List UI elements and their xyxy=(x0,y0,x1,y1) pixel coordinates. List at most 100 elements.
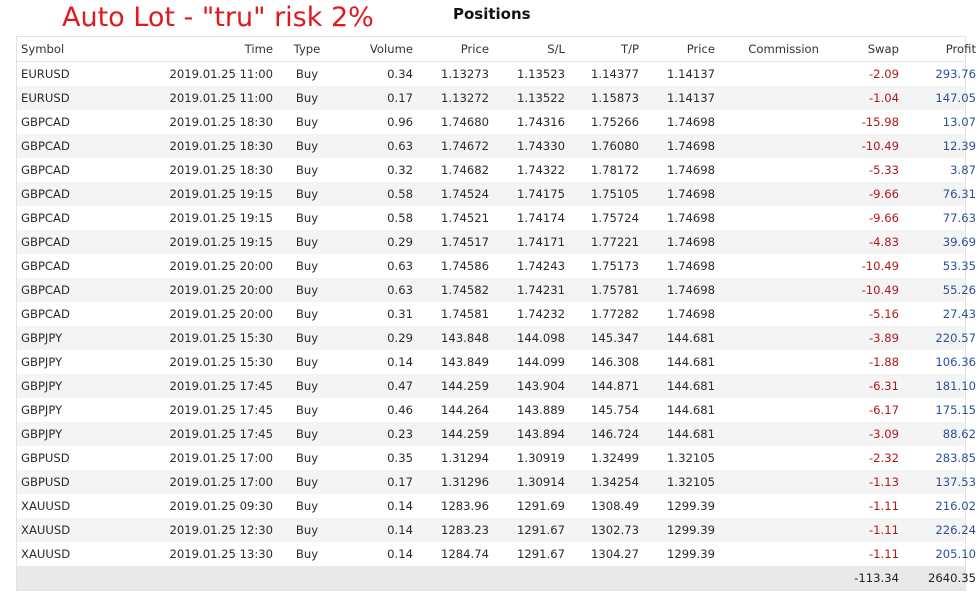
current-price-cell: 1.74698 xyxy=(667,139,715,153)
table-row[interactable]: XAUUSD 2019.01.25 12:30 Buy 0.14 1283.23 1291… xyxy=(17,518,976,542)
commission-cell xyxy=(721,230,825,254)
time-cell: 2019.01.25 17:45 xyxy=(169,427,273,441)
swap-cell: -9.66 xyxy=(869,187,899,201)
table-row[interactable]: GBPCAD 2019.01.25 20:00 Buy 0.63 1.74586 1.74… xyxy=(17,254,976,278)
type-cell: Buy xyxy=(295,307,319,321)
tp-cell: 146.724 xyxy=(591,427,639,441)
current-price-cell: 1.74698 xyxy=(667,115,715,129)
sl-cell: 1291.69 xyxy=(517,499,565,513)
panel-title: Positions xyxy=(453,5,531,23)
type-cell: Buy xyxy=(295,379,319,393)
current-price-cell: 1.74698 xyxy=(667,307,715,321)
table-row[interactable]: GBPJPY 2019.01.25 15:30 Buy 0.14 143.849 144.… xyxy=(17,350,976,374)
col-header-time[interactable]: Time xyxy=(244,42,273,56)
table-row[interactable]: GBPCAD 2019.01.25 18:30 Buy 0.63 1.74672 1.74… xyxy=(17,134,976,158)
symbol-cell: GBPCAD xyxy=(21,139,70,153)
table-row[interactable]: GBPJPY 2019.01.25 17:45 Buy 0.47 144.259 143.… xyxy=(17,374,976,398)
commission-cell xyxy=(721,86,825,110)
tp-cell: 1.78172 xyxy=(591,163,639,177)
col-header-cur-price[interactable]: Price xyxy=(686,42,715,56)
col-header-price[interactable]: Price xyxy=(460,42,489,56)
time-cell: 2019.01.25 09:30 xyxy=(169,499,273,513)
table-row[interactable]: GBPUSD 2019.01.25 17:00 Buy 0.17 1.31296 1.30… xyxy=(17,470,976,494)
col-header-volume[interactable]: Volume xyxy=(369,42,413,56)
swap-cell: -10.49 xyxy=(861,259,899,273)
symbol-cell: EURUSD xyxy=(21,91,70,105)
symbol-cell: GBPCAD xyxy=(21,115,70,129)
volume-cell: 0.96 xyxy=(387,115,413,129)
profit-cell: 55.26 xyxy=(942,283,976,297)
current-price-cell: 1.74698 xyxy=(667,163,715,177)
table-row[interactable]: GBPJPY 2019.01.25 17:45 Buy 0.23 144.259 143.… xyxy=(17,422,976,446)
sl-cell: 1.74243 xyxy=(517,259,565,273)
table-row[interactable]: GBPCAD 2019.01.25 18:30 Buy 0.96 1.74680 1.74… xyxy=(17,110,976,134)
time-cell: 2019.01.25 19:15 xyxy=(169,187,273,201)
table-row[interactable]: GBPCAD 2019.01.25 18:30 Buy 0.32 1.74682 1.74… xyxy=(17,158,976,182)
table-row[interactable]: GBPCAD 2019.01.25 20:00 Buy 0.31 1.74581 1.74… xyxy=(17,302,976,326)
col-header-swap[interactable]: Swap xyxy=(867,42,899,56)
tp-cell: 1.75724 xyxy=(591,211,639,225)
col-header-profit[interactable]: Profit xyxy=(945,42,976,56)
type-cell: Buy xyxy=(295,283,319,297)
type-cell: Buy xyxy=(295,235,319,249)
symbol-cell: GBPUSD xyxy=(21,475,70,489)
open-price-cell: 1284.74 xyxy=(441,547,489,561)
profit-cell: 76.31 xyxy=(942,187,976,201)
table-row[interactable]: GBPJPY 2019.01.25 17:45 Buy 0.46 144.264 143.… xyxy=(17,398,976,422)
open-price-cell: 143.849 xyxy=(441,355,489,369)
swap-cell: -1.11 xyxy=(869,523,899,537)
profit-cell: 77.63 xyxy=(942,211,976,225)
table-row[interactable]: GBPUSD 2019.01.25 17:00 Buy 0.35 1.31294 1.30… xyxy=(17,446,976,470)
table-row[interactable]: GBPCAD 2019.01.25 19:15 Buy 0.29 1.74517 1.74… xyxy=(17,230,976,254)
swap-cell: -6.31 xyxy=(869,379,899,393)
volume-cell: 0.29 xyxy=(387,235,413,249)
symbol-cell: GBPJPY xyxy=(21,427,63,441)
swap-cell: -5.16 xyxy=(869,307,899,321)
open-price-cell: 144.259 xyxy=(441,379,489,393)
commission-cell xyxy=(721,182,825,206)
symbol-cell: EURUSD xyxy=(21,67,70,81)
table-row[interactable]: GBPCAD 2019.01.25 20:00 Buy 0.63 1.74582 1.74… xyxy=(17,278,976,302)
tp-cell: 1302.73 xyxy=(591,523,639,537)
table-row[interactable]: GBPCAD 2019.01.25 19:15 Buy 0.58 1.74524 1.74… xyxy=(17,182,976,206)
open-price-cell: 1.74682 xyxy=(441,163,489,177)
col-header-sl[interactable]: S/L xyxy=(547,42,565,56)
profit-cell: 216.02 xyxy=(935,499,976,513)
symbol-cell: XAUUSD xyxy=(21,547,71,561)
col-header-type[interactable]: Type xyxy=(293,42,321,56)
open-price-cell: 1.31296 xyxy=(441,475,489,489)
col-header-tp[interactable]: T/P xyxy=(621,42,639,56)
open-price-cell: 1.74517 xyxy=(441,235,489,249)
symbol-cell: GBPJPY xyxy=(21,331,63,345)
table-row[interactable]: XAUUSD 2019.01.25 13:30 Buy 0.14 1284.74 1291… xyxy=(17,542,976,566)
col-header-symbol[interactable]: Symbol xyxy=(21,42,65,56)
commission-cell xyxy=(721,158,825,182)
profit-cell: 13.07 xyxy=(942,115,976,129)
volume-cell: 0.47 xyxy=(387,379,413,393)
table-row[interactable]: EURUSD 2019.01.25 11:00 Buy 0.34 1.13273 1.13… xyxy=(17,62,976,86)
tp-cell: 1.77282 xyxy=(591,307,639,321)
swap-cell: -1.13 xyxy=(869,475,899,489)
tp-cell: 1.77221 xyxy=(591,235,639,249)
open-price-cell: 1.74521 xyxy=(441,211,489,225)
sl-cell: 144.098 xyxy=(517,331,565,345)
table-row[interactable]: GBPJPY 2019.01.25 15:30 Buy 0.29 143.848 144.… xyxy=(17,326,976,350)
table-row[interactable]: XAUUSD 2019.01.25 09:30 Buy 0.14 1283.96 1291… xyxy=(17,494,976,518)
type-cell: Buy xyxy=(295,403,319,417)
time-cell: 2019.01.25 20:00 xyxy=(169,307,273,321)
commission-cell xyxy=(721,470,825,494)
open-price-cell: 1.31294 xyxy=(441,451,489,465)
type-cell: Buy xyxy=(295,259,319,273)
swap-cell: -1.04 xyxy=(869,91,899,105)
table-row[interactable]: GBPCAD 2019.01.25 19:15 Buy 0.58 1.74521 1.74… xyxy=(17,206,976,230)
volume-cell: 0.63 xyxy=(387,139,413,153)
tp-cell: 145.754 xyxy=(591,403,639,417)
tp-cell: 1.14377 xyxy=(591,67,639,81)
commission-cell xyxy=(721,62,825,86)
table-row[interactable]: EURUSD 2019.01.25 11:00 Buy 0.17 1.13272 1.13… xyxy=(17,86,976,110)
open-price-cell: 1.74586 xyxy=(441,259,489,273)
col-header-commission[interactable]: Commission xyxy=(748,42,819,56)
current-price-cell: 1.14137 xyxy=(667,67,715,81)
volume-cell: 0.34 xyxy=(387,67,413,81)
volume-cell: 0.17 xyxy=(387,91,413,105)
